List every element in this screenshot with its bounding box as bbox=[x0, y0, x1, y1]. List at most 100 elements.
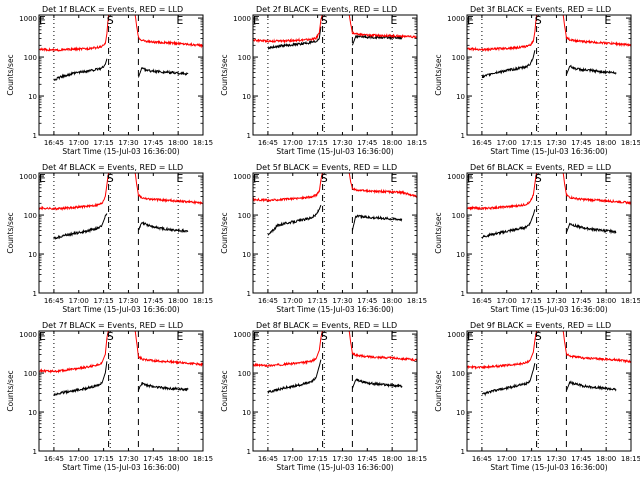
y-tick-label: 100 bbox=[452, 370, 465, 378]
y-axis-label: Counts/sec bbox=[6, 212, 15, 253]
detector-panel-7: Det 7f BLACK = Events, RED = LLD 16:45 17:… bbox=[6, 321, 213, 472]
marker-label-e: E bbox=[253, 172, 260, 185]
events-series-line bbox=[53, 361, 108, 397]
x-tick-label: 18:00 bbox=[596, 297, 616, 305]
x-tick-label: 17:30 bbox=[332, 139, 352, 147]
x-tick-label: 17:45 bbox=[571, 297, 591, 305]
y-tick-label: 1 bbox=[461, 132, 465, 140]
lld-series-line bbox=[38, 330, 110, 374]
x-tick-label: 17:30 bbox=[546, 297, 566, 305]
x-tick-label: 18:00 bbox=[168, 297, 188, 305]
x-tick-label: 18:15 bbox=[407, 455, 427, 463]
y-tick-label: 10 bbox=[242, 93, 251, 101]
marker-label-e: E bbox=[467, 330, 474, 343]
x-tick-label: 17:15 bbox=[308, 297, 328, 305]
events-series-line bbox=[481, 209, 536, 240]
panel-title: Det 1f BLACK = Events, RED = LLD bbox=[42, 5, 183, 14]
y-tick-label: 1 bbox=[461, 448, 465, 456]
detector-panel-5: Det 5f BLACK = Events, RED = LLD 16:45 17:… bbox=[220, 163, 427, 314]
x-tick-label: 17:45 bbox=[357, 297, 377, 305]
x-tick-label: 17:15 bbox=[522, 139, 542, 147]
x-axis-label: Start Time (15-Jul-03 16:36:00) bbox=[490, 463, 607, 472]
y-tick-label: 100 bbox=[238, 370, 251, 378]
lld-series-line bbox=[348, 14, 418, 39]
x-tick-label: 17:15 bbox=[94, 297, 114, 305]
y-tick-label: 1 bbox=[247, 132, 251, 140]
marker-label-e: E bbox=[176, 172, 183, 185]
y-tick-label: 1000 bbox=[19, 331, 37, 339]
x-axis-label: Start Time (15-Jul-03 16:36:00) bbox=[276, 463, 393, 472]
y-tick-label: 10 bbox=[28, 93, 37, 101]
lld-series-line bbox=[252, 172, 324, 203]
plot-frame bbox=[466, 330, 632, 452]
x-tick-label: 17:15 bbox=[94, 455, 114, 463]
x-tick-label: 18:15 bbox=[621, 139, 640, 147]
x-tick-label: 17:30 bbox=[332, 455, 352, 463]
x-tick-label: 17:45 bbox=[357, 139, 377, 147]
events-series-line bbox=[137, 67, 189, 78]
plot-frame bbox=[38, 172, 204, 294]
y-axis-label: Counts/sec bbox=[434, 370, 443, 411]
x-tick-label: 17:30 bbox=[546, 139, 566, 147]
lld-series-line bbox=[562, 172, 632, 206]
marker-label-e: E bbox=[39, 172, 46, 185]
events-series-line bbox=[138, 220, 189, 234]
marker-label-s: S bbox=[535, 14, 542, 27]
y-tick-label: 1 bbox=[247, 290, 251, 298]
y-tick-label: 1000 bbox=[19, 173, 37, 181]
marker-label-e: E bbox=[467, 14, 474, 27]
y-tick-label: 10 bbox=[28, 409, 37, 417]
marker-label-e: E bbox=[390, 330, 397, 343]
y-tick-label: 10 bbox=[242, 409, 251, 417]
marker-label-e: E bbox=[390, 172, 397, 185]
x-tick-label: 17:15 bbox=[94, 139, 114, 147]
marker-label-e: E bbox=[604, 172, 611, 185]
y-tick-label: 1 bbox=[247, 448, 251, 456]
plot-frame bbox=[466, 14, 632, 136]
x-axis-label: Start Time (15-Jul-03 16:36:00) bbox=[490, 305, 607, 314]
y-tick-label: 10 bbox=[242, 251, 251, 259]
events-series-line bbox=[565, 222, 617, 235]
panel-title: Det 3f BLACK = Events, RED = LLD bbox=[470, 5, 611, 14]
y-tick-label: 100 bbox=[238, 54, 251, 62]
x-tick-label: 16:45 bbox=[258, 455, 278, 463]
x-tick-label: 18:00 bbox=[382, 455, 402, 463]
events-series-line bbox=[267, 204, 322, 236]
detector-panel-9: Det 9f BLACK = Events, RED = LLD 16:45 17:… bbox=[434, 321, 640, 472]
x-tick-label: 16:45 bbox=[44, 139, 64, 147]
x-tick-label: 18:00 bbox=[168, 455, 188, 463]
y-tick-label: 10 bbox=[28, 251, 37, 259]
y-tick-label: 1000 bbox=[233, 173, 251, 181]
events-series-line bbox=[351, 33, 403, 46]
panel-title: Det 6f BLACK = Events, RED = LLD bbox=[470, 163, 611, 172]
plot-frame bbox=[38, 14, 204, 136]
events-series-line bbox=[267, 26, 322, 50]
plot-frame bbox=[38, 330, 204, 452]
x-tick-label: 17:45 bbox=[143, 139, 163, 147]
lld-series-line bbox=[134, 172, 204, 206]
x-tick-label: 17:30 bbox=[118, 297, 138, 305]
lld-series-line bbox=[348, 330, 418, 362]
y-tick-label: 100 bbox=[452, 212, 465, 220]
x-tick-label: 17:00 bbox=[283, 297, 303, 305]
marker-label-s: S bbox=[535, 330, 542, 343]
marker-label-e: E bbox=[39, 330, 46, 343]
y-tick-label: 1000 bbox=[447, 15, 465, 23]
events-series-line bbox=[351, 377, 403, 389]
marker-label-e: E bbox=[253, 14, 260, 27]
y-tick-label: 100 bbox=[238, 212, 251, 220]
y-tick-label: 10 bbox=[456, 93, 465, 101]
y-tick-label: 100 bbox=[24, 54, 37, 62]
lld-series-line bbox=[253, 330, 324, 368]
events-series-line bbox=[481, 50, 536, 79]
x-tick-label: 17:00 bbox=[497, 297, 517, 305]
x-tick-label: 18:15 bbox=[407, 139, 427, 147]
x-tick-label: 16:45 bbox=[258, 297, 278, 305]
panel-title: Det 2f BLACK = Events, RED = LLD bbox=[256, 5, 397, 14]
y-tick-label: 100 bbox=[24, 370, 37, 378]
marker-label-e: E bbox=[176, 330, 183, 343]
x-tick-label: 18:00 bbox=[168, 139, 188, 147]
x-tick-label: 18:15 bbox=[193, 139, 213, 147]
y-tick-label: 10 bbox=[456, 409, 465, 417]
